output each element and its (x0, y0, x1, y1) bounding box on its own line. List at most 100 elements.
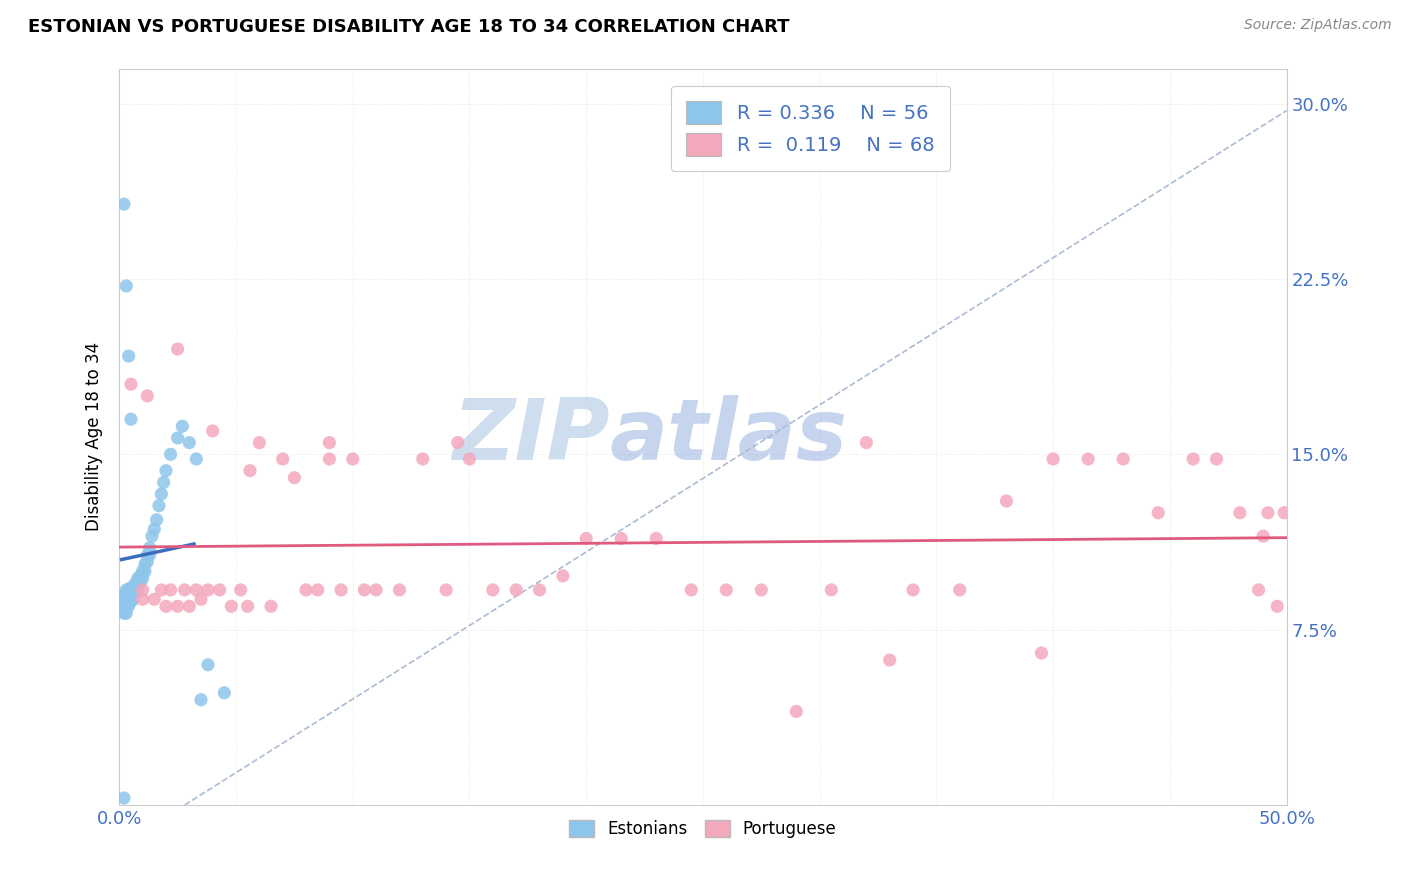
Point (129, 575, 152, 590)
Point (134, 557, 156, 571)
Text: ESTONIAN VS PORTUGUESE DISABILITY AGE 18 TO 34 CORRELATION CHART: ESTONIAN VS PORTUGUESE DISABILITY AGE 18… (28, 18, 790, 36)
Point (112, 791, 135, 805)
Point (447, 435, 470, 450)
Point (143, 592, 166, 607)
Text: Source: ZipAtlas.com: Source: ZipAtlas.com (1244, 18, 1392, 32)
Point (201, 424, 224, 438)
Point (229, 582, 252, 597)
Point (364, 582, 387, 597)
Point (173, 582, 195, 597)
Point (820, 582, 842, 597)
Point (190, 693, 212, 707)
Point (1205, 452, 1227, 467)
Point (236, 599, 259, 614)
Point (197, 657, 219, 672)
Point (1251, 529, 1274, 543)
Point (143, 522, 166, 536)
Point (127, 578, 149, 592)
Point (458, 452, 481, 467)
Point (1147, 506, 1170, 520)
Point (716, 582, 738, 597)
Point (115, 592, 138, 607)
Point (120, 581, 142, 595)
Point (150, 582, 173, 597)
Point (1247, 582, 1270, 597)
Point (166, 599, 188, 614)
Point (221, 599, 243, 614)
Point (505, 582, 527, 597)
Point (1182, 452, 1205, 467)
Point (1031, 646, 1053, 660)
Point (283, 471, 305, 485)
Point (145, 513, 167, 527)
Legend: Estonians, Portuguese: Estonians, Portuguese (562, 813, 844, 845)
Point (307, 582, 329, 597)
Point (482, 582, 505, 597)
Text: atlas: atlas (610, 395, 848, 478)
Point (124, 582, 146, 597)
Point (260, 599, 283, 614)
Point (115, 599, 138, 614)
Point (129, 569, 152, 583)
Point (1077, 452, 1099, 467)
Point (138, 548, 160, 562)
Point (141, 529, 163, 543)
Point (855, 435, 877, 450)
Point (1257, 506, 1279, 520)
Point (131, 592, 153, 607)
Point (551, 569, 574, 583)
Point (117, 349, 139, 363)
Point (136, 555, 159, 569)
Point (179, 435, 201, 450)
Point (148, 499, 170, 513)
Point (120, 588, 142, 602)
Point (115, 582, 138, 597)
Point (150, 487, 173, 501)
Point (155, 599, 177, 614)
Point (115, 588, 138, 602)
Point (159, 447, 181, 461)
Point (1112, 452, 1135, 467)
Point (172, 419, 194, 434)
Point (318, 452, 340, 467)
Y-axis label: Disability Age 18 to 34: Disability Age 18 to 34 (86, 343, 103, 532)
Point (179, 599, 201, 614)
Point (295, 582, 318, 597)
Point (785, 705, 807, 719)
Point (186, 582, 208, 597)
Point (1229, 506, 1251, 520)
Point (1265, 599, 1288, 614)
Point (122, 585, 145, 599)
Point (901, 582, 924, 597)
Point (124, 575, 146, 590)
Point (120, 377, 142, 392)
Point (110, 604, 132, 618)
Point (131, 564, 153, 578)
Point (115, 279, 138, 293)
Point (136, 389, 159, 403)
Point (166, 342, 188, 356)
Point (127, 571, 149, 585)
Point (342, 452, 364, 467)
Point (388, 582, 411, 597)
Point (239, 464, 262, 478)
Point (434, 582, 457, 597)
Point (353, 582, 375, 597)
Point (138, 541, 160, 555)
Point (749, 582, 772, 597)
Point (127, 585, 149, 599)
Point (120, 412, 142, 426)
Point (186, 452, 208, 467)
Point (1272, 506, 1295, 520)
Point (949, 582, 972, 597)
Point (112, 588, 135, 602)
Point (131, 582, 153, 597)
Point (112, 599, 135, 614)
Point (214, 686, 236, 700)
Point (120, 594, 142, 608)
Point (247, 435, 270, 450)
Point (1042, 452, 1064, 467)
Point (117, 582, 139, 597)
Point (166, 431, 188, 445)
Point (610, 532, 633, 546)
